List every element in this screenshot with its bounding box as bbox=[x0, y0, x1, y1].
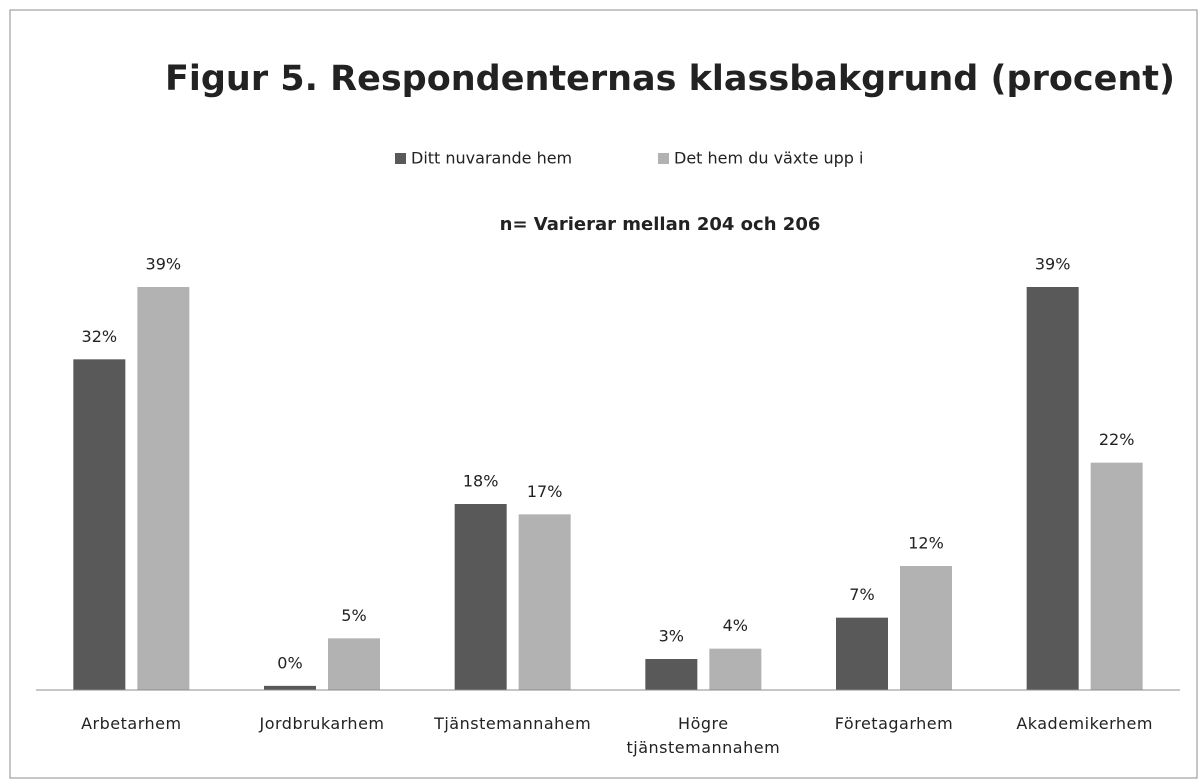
data-label: 22% bbox=[1099, 430, 1135, 449]
bar bbox=[137, 287, 190, 690]
data-label: 39% bbox=[146, 255, 182, 274]
data-label: 3% bbox=[659, 627, 684, 646]
bar bbox=[518, 514, 571, 690]
data-label: 7% bbox=[849, 585, 874, 604]
chart-subtitle: n= Varierar mellan 204 och 206 bbox=[500, 214, 821, 235]
data-label: 5% bbox=[341, 606, 366, 625]
bar bbox=[900, 566, 952, 690]
chart-title: Figur 5. Respondenternas klassbakgrund (… bbox=[165, 59, 1175, 99]
data-label: 12% bbox=[908, 534, 944, 553]
x-tick-label: Jordbrukarhem bbox=[259, 714, 385, 733]
bar bbox=[1026, 287, 1079, 690]
chart-border bbox=[9, 9, 1198, 779]
data-label: 0% bbox=[277, 653, 302, 672]
legend-label: Ditt nuvarande hem bbox=[411, 149, 572, 168]
data-label: 39% bbox=[1035, 255, 1071, 274]
x-tick-label: Arbetarhem bbox=[81, 714, 182, 733]
bar bbox=[645, 659, 698, 690]
legend-swatch bbox=[658, 153, 669, 164]
data-label: 17% bbox=[527, 482, 563, 501]
data-label: 18% bbox=[463, 472, 499, 491]
x-tick-label: Akademikerhem bbox=[1016, 714, 1153, 733]
legend-swatch bbox=[395, 153, 406, 164]
x-tick-label: Företagarhem bbox=[834, 714, 954, 733]
data-label: 4% bbox=[723, 616, 748, 635]
x-tick-label: Tjänstemannahem bbox=[434, 714, 592, 733]
bar bbox=[264, 685, 316, 690]
bar bbox=[454, 504, 507, 690]
x-tick-label: Högre tjänstemannahem bbox=[626, 714, 781, 757]
bar bbox=[709, 648, 762, 690]
legend-label: Det hem du växte upp i bbox=[674, 149, 864, 168]
bar bbox=[1090, 462, 1143, 690]
bar bbox=[328, 638, 380, 690]
bar bbox=[836, 617, 888, 690]
data-label: 32% bbox=[82, 327, 118, 346]
bar bbox=[73, 359, 126, 690]
